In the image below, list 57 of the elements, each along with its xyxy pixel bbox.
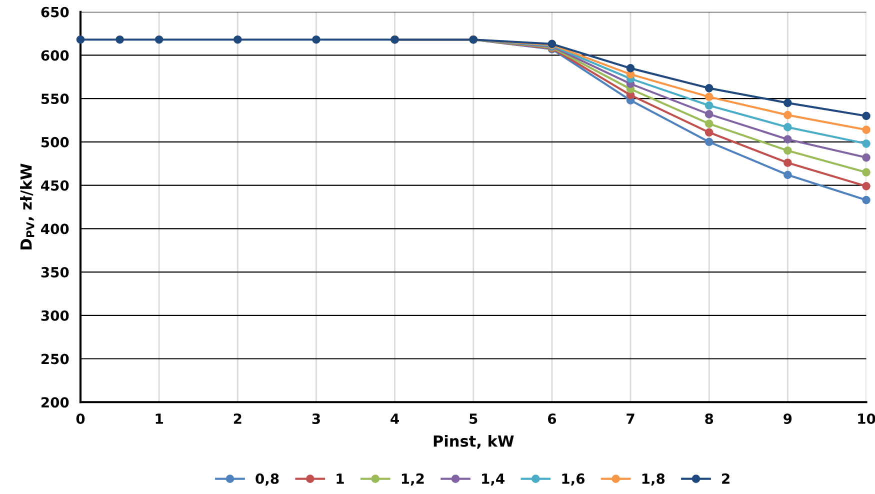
point [862,140,870,148]
point [784,123,792,132]
point [784,110,792,120]
x-tick-label: 1 [156,414,163,424]
point [784,135,792,144]
legend-label: 1 [336,474,344,484]
x-axis-title: Pinst, kW [434,435,514,449]
point [704,128,714,137]
point [704,120,714,128]
point [862,182,870,190]
y-tick-label: 300 [41,310,69,321]
point [784,158,792,167]
point [862,153,870,162]
point [233,35,242,44]
point [312,35,320,44]
point [862,112,870,120]
y-axis-title: D$_{PV}$, zł/kW [20,164,34,250]
legend-label: 1,6 [562,473,585,486]
legend-label: 1,8 [642,473,665,486]
y-tick-label: 350 [41,267,69,278]
point [626,64,635,72]
x-tick-label: 10 [858,413,875,424]
y-tick-label: 250 [41,354,69,364]
point [116,35,124,44]
point [862,196,870,204]
point [76,35,85,44]
legend-label: 0,8 [256,473,279,486]
x-tick-label: 0 [76,413,85,424]
point [154,35,164,44]
x-tick-label: 8 [705,413,714,424]
legend-label: 1,4 [482,474,504,486]
x-tick-label: 3 [312,413,320,424]
point [862,126,870,134]
legend-label: 1,2 [402,473,424,486]
x-tick-label: 2 [234,413,242,424]
point [704,138,714,146]
y-tick-label: 550 [41,94,69,104]
x-tick-label: 4 [390,414,399,424]
x-tick-label: 9 [784,413,792,424]
y-tick-label: 400 [41,224,69,234]
point [704,101,714,110]
y-tick-label: 600 [41,50,69,61]
y-tick-label: 650 [41,6,69,18]
point [784,98,792,108]
y-tick-label: 500 [41,136,69,148]
point [862,168,870,176]
y-tick-label: 200 [41,397,69,408]
point [704,92,714,102]
y-tick-label: 450 [41,180,69,191]
point [704,110,714,118]
x-tick-label: 6 [548,413,556,424]
x-tick-label: 7 [626,414,634,424]
point [784,146,792,155]
x-tick-label: 5 [470,414,478,424]
point [704,84,714,92]
point [784,170,792,180]
legend-label: 2 [722,473,730,484]
